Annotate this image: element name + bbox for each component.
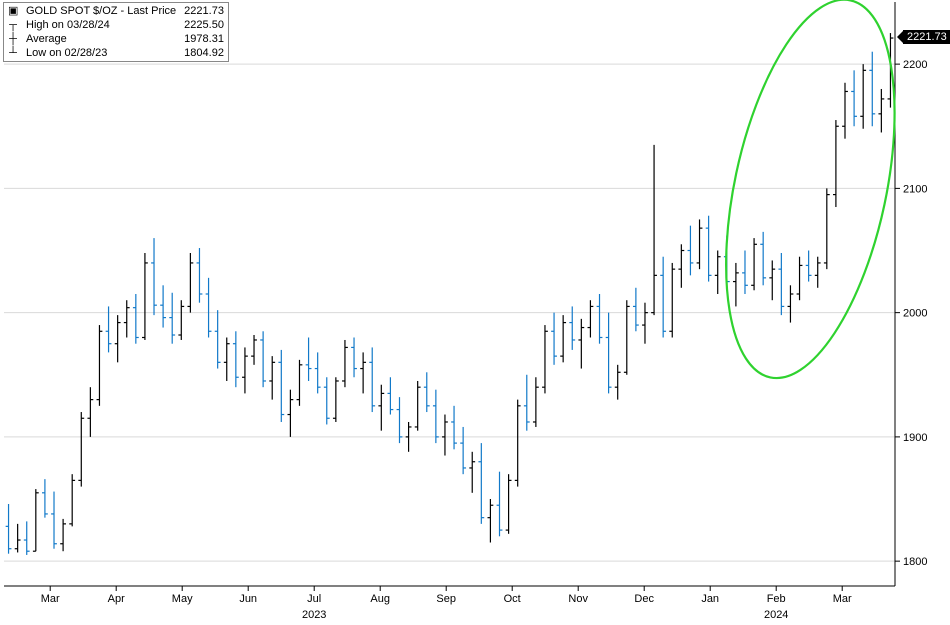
legend-row-last: ▣ GOLD SPOT $/OZ - Last Price 2221.73 [4,4,228,18]
low-icon: ┴ [8,46,18,60]
chart-container: 1800 1900 2000 2100 2200 Mar Apr May Jun Jul Aug Se… [0,0,950,625]
svg-text:Apr: Apr [108,593,125,605]
svg-text:Dec: Dec [634,593,654,605]
square-icon: ▣ [8,4,18,18]
legend-value: 2225.50 [180,18,228,32]
svg-text:Mar: Mar [41,593,60,605]
legend-value: 2221.73 [180,4,228,18]
last-price-value: 2221.73 [907,31,947,43]
legend-label: High on 03/28/24 [22,18,180,32]
svg-text:May: May [172,593,193,605]
svg-text:Jan: Jan [701,593,719,605]
svg-text:2200: 2200 [903,59,927,71]
high-icon: ┬ [8,18,18,32]
svg-text:Sep: Sep [436,593,456,605]
svg-text:2023: 2023 [302,609,326,621]
svg-text:2024: 2024 [764,609,788,621]
last-price-flag: 2221.73 [903,30,950,44]
svg-text:Jul: Jul [307,593,321,605]
svg-text:1800: 1800 [903,556,927,568]
legend-label: Low on 02/28/23 [22,46,180,60]
svg-text:1900: 1900 [903,432,927,444]
legend-row-high: ┬ High on 03/28/24 2225.50 [4,18,228,32]
price-chart: 1800 1900 2000 2100 2200 Mar Apr May Jun Jul Aug Se… [0,0,950,625]
svg-text:Aug: Aug [370,593,390,605]
svg-text:2000: 2000 [903,308,927,320]
svg-text:Feb: Feb [767,593,786,605]
svg-text:Jun: Jun [239,593,257,605]
legend-label: GOLD SPOT $/OZ - Last Price [22,4,180,18]
legend-row-avg: ┼ Average 1978.31 [4,32,228,46]
legend-row-low: ┴ Low on 02/28/23 1804.92 [4,46,228,60]
svg-text:2100: 2100 [903,183,927,195]
legend-value: 1804.92 [180,46,228,60]
legend-box: ▣ GOLD SPOT $/OZ - Last Price 2221.73 ┬ … [3,2,229,62]
svg-text:Nov: Nov [568,593,588,605]
legend-value: 1978.31 [180,32,228,46]
svg-text:Oct: Oct [504,593,521,605]
svg-text:Mar: Mar [833,593,852,605]
legend-label: Average [22,32,180,46]
avg-icon: ┼ [8,32,18,46]
